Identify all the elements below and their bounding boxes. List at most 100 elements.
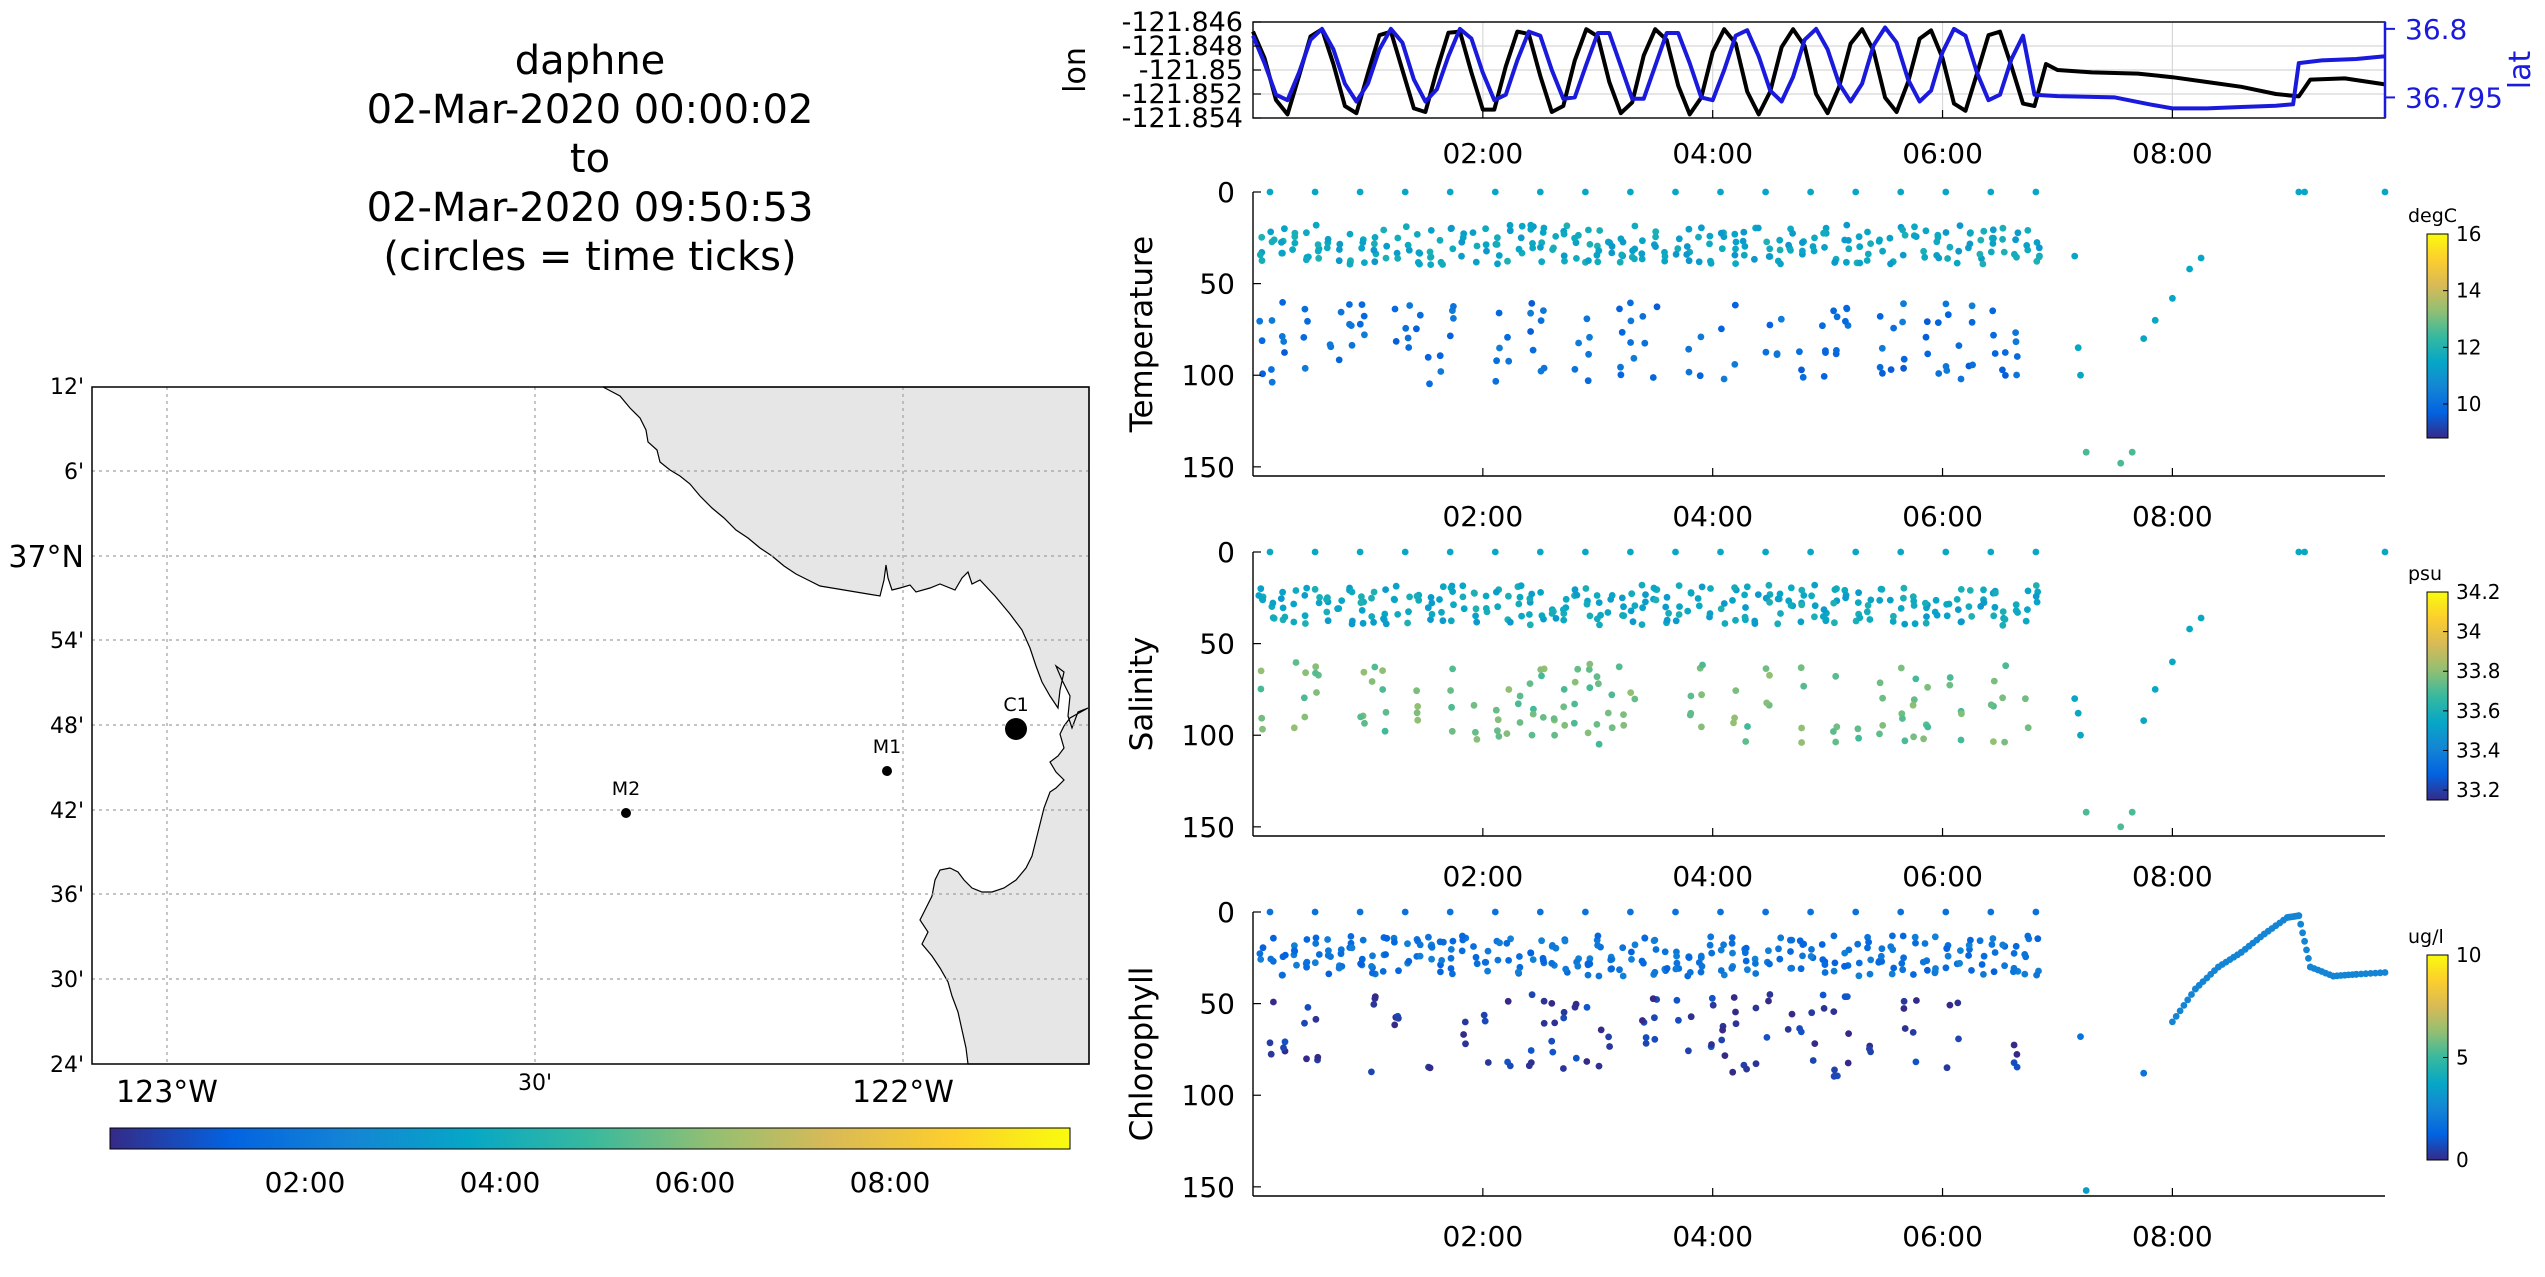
data-point — [1629, 247, 1636, 255]
data-point — [1979, 260, 1987, 268]
data-point — [1717, 229, 1725, 237]
data-point — [1900, 1005, 1908, 1012]
data-point — [1695, 233, 1702, 241]
data-point — [1990, 331, 1997, 339]
data-point — [1447, 584, 1455, 592]
x-tick-label: 04:00 — [1672, 500, 1753, 533]
data-point — [1777, 260, 1784, 268]
data-point — [1911, 933, 1919, 941]
data-point — [1946, 681, 1954, 689]
data-point — [1967, 229, 1974, 237]
colorbar-tick-label: 33.2 — [2456, 778, 2501, 802]
data-point — [1943, 612, 1951, 620]
data-point — [1966, 587, 1974, 594]
data-point — [2002, 372, 2009, 379]
data-point — [1800, 592, 1808, 599]
data-point — [1990, 612, 1998, 620]
data-point — [1458, 947, 1466, 955]
data-point — [1809, 1057, 1817, 1064]
data-point — [1944, 255, 1951, 262]
data-point — [1527, 328, 1534, 335]
data-point — [1766, 321, 1774, 329]
data-point — [1965, 952, 1972, 959]
data-point — [2033, 971, 2040, 979]
data-point — [1990, 968, 1998, 976]
series-line-lat — [1251, 25, 2386, 111]
data-point — [1673, 952, 1680, 960]
data-point — [1604, 709, 1612, 717]
data-point — [1831, 959, 1839, 967]
y-axis-label: Salinity — [1124, 637, 1160, 752]
data-point — [1311, 959, 1319, 967]
data-point — [1639, 604, 1646, 612]
data-point — [1808, 592, 1815, 600]
data-point — [1530, 705, 1537, 713]
data-point — [1855, 589, 1862, 597]
data-point — [1586, 241, 1594, 248]
data-point — [1515, 600, 1523, 608]
data-point — [1673, 996, 1681, 1004]
data-point — [1266, 188, 1274, 196]
data-point — [2372, 969, 2379, 977]
x-tick-label: 04:00 — [1672, 137, 1753, 170]
data-point — [1536, 548, 1544, 556]
data-point — [1481, 1017, 1489, 1025]
data-point — [1394, 611, 1402, 618]
data-point — [1504, 333, 1511, 341]
data-point — [1335, 257, 1343, 265]
data-point — [1910, 696, 1918, 704]
map-lat-tick: 37°N — [8, 540, 84, 575]
data-point — [2010, 1041, 2018, 1049]
data-point — [1887, 260, 1894, 268]
data-point — [1516, 953, 1523, 960]
y-tick-label: 0 — [1217, 176, 1235, 209]
data-point — [1954, 999, 1962, 1007]
data-point — [2169, 294, 2176, 302]
data-point — [1685, 345, 1693, 353]
y-axis-label: Chlorophyll — [1124, 967, 1160, 1142]
data-point — [1822, 347, 1829, 354]
data-point — [1965, 941, 1973, 949]
data-point — [1672, 965, 1680, 973]
data-point — [1732, 245, 1739, 253]
map-lat-tick: 36' — [50, 883, 84, 908]
data-point — [1675, 235, 1683, 243]
data-point — [1921, 253, 1929, 261]
data-point — [2305, 955, 2312, 962]
data-point — [2010, 950, 2018, 957]
data-point — [1281, 1038, 1289, 1046]
data-point — [1560, 1065, 1567, 1072]
data-point — [1784, 1026, 1792, 1033]
data-point — [1687, 709, 1695, 717]
data-point — [1279, 588, 1286, 596]
data-point — [1505, 592, 1512, 600]
data-point — [1762, 548, 1769, 556]
data-point — [1675, 1016, 1682, 1024]
data-point — [1751, 617, 1759, 625]
data-point — [1741, 591, 1748, 599]
data-point — [1942, 300, 1950, 308]
data-point — [1989, 226, 1997, 234]
data-point — [1854, 725, 1862, 733]
data-point — [1594, 932, 1602, 940]
data-point — [1349, 617, 1356, 625]
data-point — [1585, 257, 1592, 264]
data-point — [2013, 353, 2021, 360]
data-point — [1901, 737, 1909, 745]
data-point — [1293, 961, 1300, 969]
data-point — [1762, 665, 1770, 672]
data-point — [2362, 970, 2370, 978]
data-point — [1356, 908, 1364, 916]
data-point — [1368, 613, 1376, 620]
data-point — [1897, 605, 1905, 612]
data-point — [1886, 596, 1894, 604]
data-point — [1776, 955, 1784, 963]
data-point — [1619, 972, 1627, 980]
data-point — [1706, 941, 1714, 949]
data-point — [1863, 608, 1871, 616]
data-point — [2176, 1007, 2184, 1015]
data-point — [1383, 934, 1391, 942]
data-point — [1594, 941, 1601, 949]
data-point — [1359, 936, 1367, 944]
data-point — [1593, 251, 1601, 259]
